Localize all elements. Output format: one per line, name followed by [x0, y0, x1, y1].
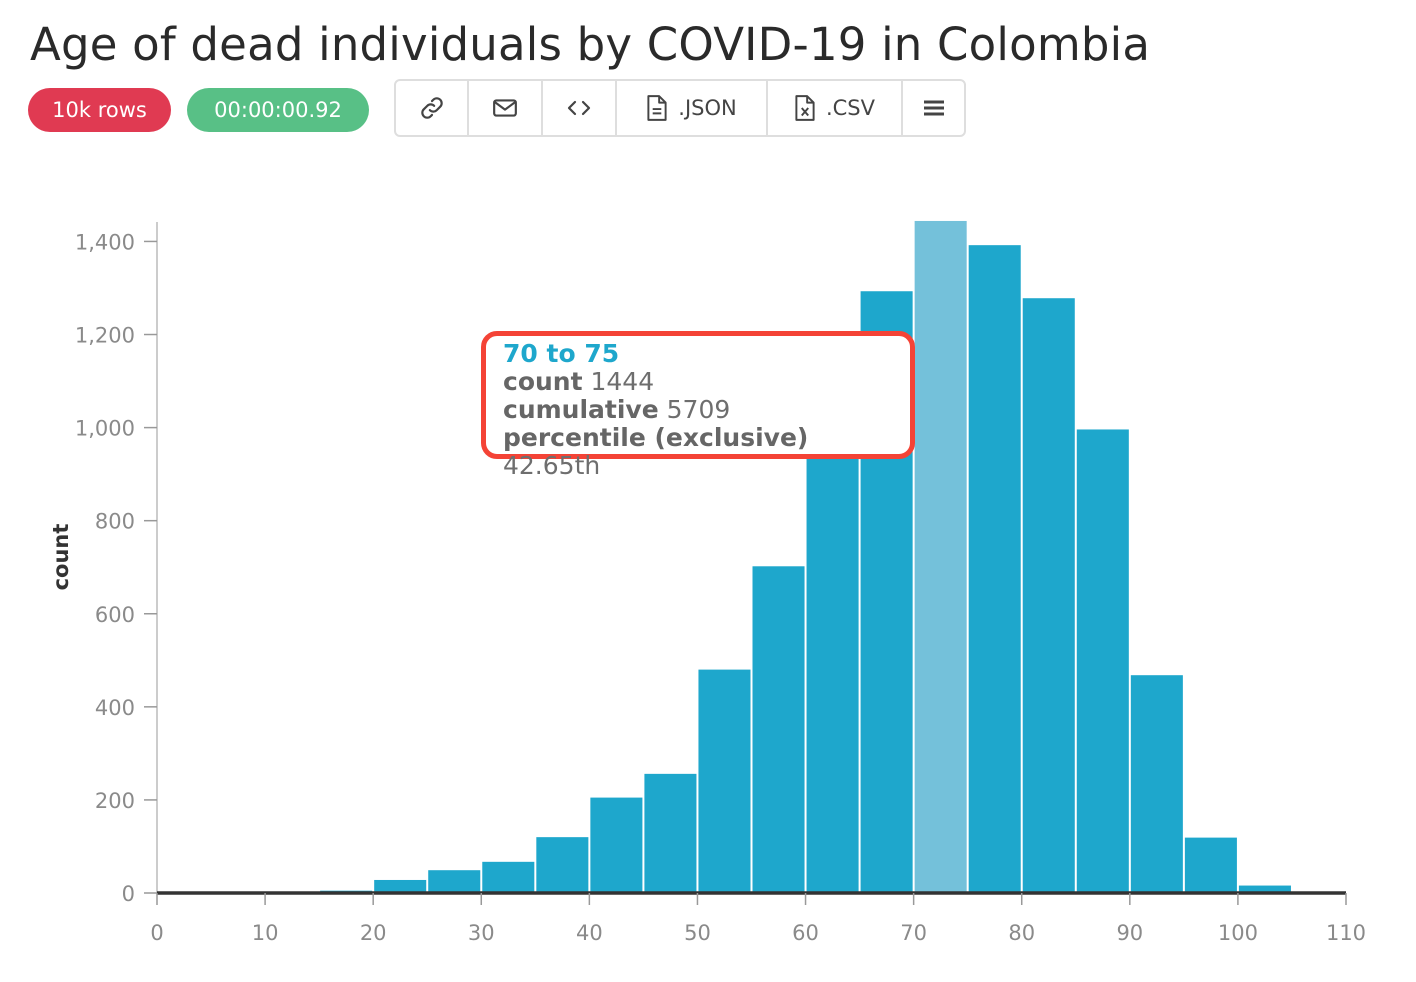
mail-icon: [492, 97, 518, 119]
histogram-bar[interactable]: [698, 669, 751, 893]
embed-button[interactable]: [543, 81, 617, 135]
histogram-bar[interactable]: [536, 837, 589, 893]
y-tick-label: 0: [122, 882, 135, 906]
y-tick-label: 600: [95, 603, 135, 627]
tooltip-value: 42.65th: [503, 451, 601, 480]
json-label: .JSON: [678, 96, 737, 120]
tooltip-label: cumulative: [503, 395, 659, 424]
y-tick-label: 1,400: [75, 230, 135, 254]
x-tick-label: 10: [252, 921, 279, 945]
document-icon: [646, 94, 668, 122]
x-tick-label: 100: [1218, 921, 1258, 945]
histogram-bar[interactable]: [968, 245, 1021, 893]
histogram-bar[interactable]: [644, 773, 697, 893]
histogram-bar[interactable]: [1022, 298, 1075, 893]
histogram-bar[interactable]: [1076, 429, 1129, 893]
x-tick-label: 30: [468, 921, 495, 945]
link-icon: [419, 95, 445, 121]
histogram-bars: [320, 220, 1291, 893]
tooltip-value: 5709: [666, 395, 731, 424]
x-tick-label: 60: [792, 921, 819, 945]
y-tick-label: 800: [95, 510, 135, 534]
tooltip-header: 70 to 75: [503, 339, 620, 368]
y-tick-label: 1,200: [75, 324, 135, 348]
copy-link-button[interactable]: [396, 81, 469, 135]
tooltip-row-count: count 1444: [503, 368, 910, 396]
y-axis: 0 200 400 600 800 1,000 1,200 1,400: [75, 222, 158, 906]
menu-button[interactable]: [903, 81, 964, 135]
x-tick-label: 70: [900, 921, 927, 945]
x-tick-label: 90: [1116, 921, 1143, 945]
y-tick-label: 400: [95, 696, 135, 720]
histogram-bar[interactable]: [1130, 675, 1183, 893]
export-toolbar: .JSON .CSV: [394, 79, 966, 137]
x-tick-label: 50: [684, 921, 711, 945]
histogram-bar[interactable]: [806, 446, 859, 893]
bin-tooltip: 70 to 75 count 1444 cumulative 5709 perc…: [481, 331, 915, 480]
y-tick-label: 1,000: [75, 417, 135, 441]
histogram-bar[interactable]: [1184, 837, 1237, 893]
x-tick-label: 80: [1008, 921, 1035, 945]
histogram-bar[interactable]: [914, 220, 967, 893]
histogram-bar[interactable]: [374, 879, 427, 893]
code-icon: [565, 97, 593, 119]
y-axis-label: count: [49, 524, 73, 591]
tooltip-row-cumulative: cumulative 5709: [503, 396, 910, 424]
csv-label: .CSV: [825, 96, 876, 120]
page-title: Age of dead individuals by COVID-19 in C…: [30, 18, 1151, 71]
spreadsheet-icon: [794, 94, 816, 122]
hamburger-icon: [922, 98, 946, 118]
histogram-bar[interactable]: [1238, 885, 1291, 893]
email-button[interactable]: [469, 81, 543, 135]
y-tick-label: 200: [95, 789, 135, 813]
download-csv-button[interactable]: .CSV: [768, 81, 903, 135]
x-tick-label: 110: [1326, 921, 1366, 945]
x-tick-label: 20: [360, 921, 387, 945]
histogram-bar[interactable]: [482, 861, 535, 893]
tooltip-label: count: [503, 367, 583, 396]
histogram-bar[interactable]: [590, 797, 643, 893]
x-axis: 0 10 20 30 40 50 60 70 80 90 100 110: [150, 891, 1366, 945]
row-count-badge: 10k rows: [28, 88, 171, 132]
x-tick-label: 40: [576, 921, 603, 945]
histogram-bar[interactable]: [752, 566, 805, 893]
download-json-button[interactable]: .JSON: [617, 81, 768, 135]
histogram-bar[interactable]: [428, 870, 481, 893]
x-tick-label: 0: [150, 921, 163, 945]
tooltip-row-percentile: percentile (exclusive) 42.65th: [503, 424, 910, 480]
tooltip-label: percentile (exclusive): [503, 423, 809, 452]
query-time-badge: 00:00:00.92: [187, 88, 369, 132]
tooltip-value: 1444: [590, 367, 655, 396]
